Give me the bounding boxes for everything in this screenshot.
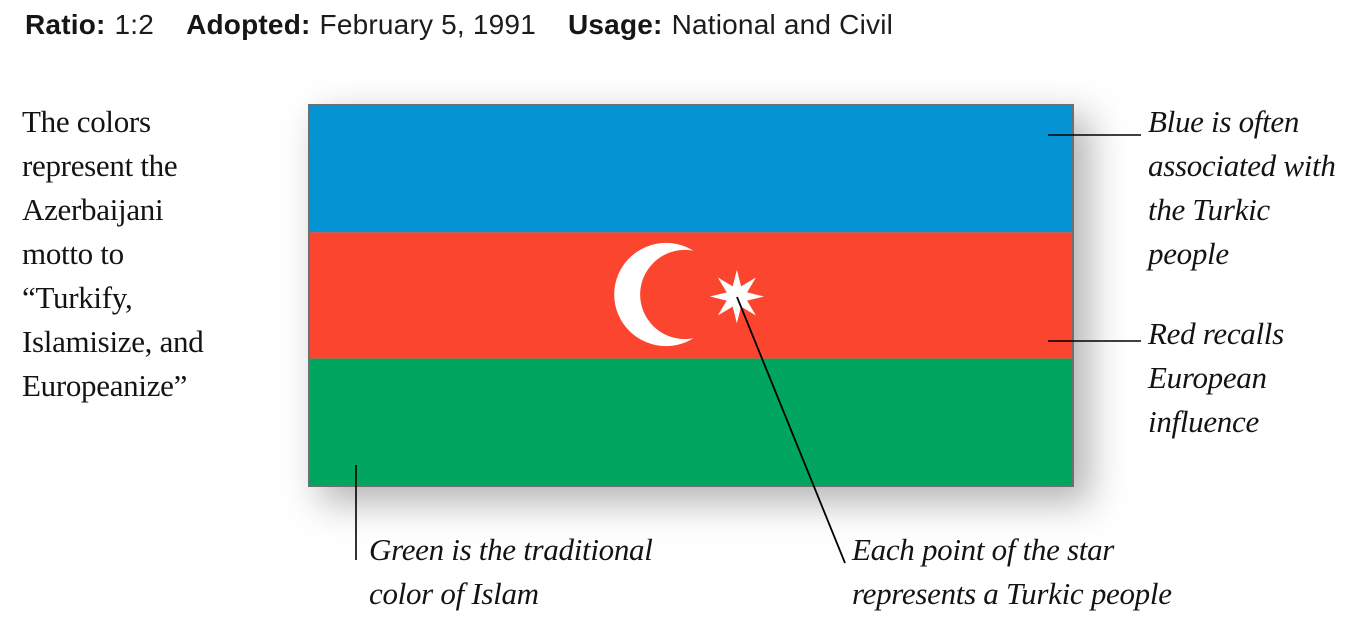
blue-callout-text: Blue is often associated with the Turkic pe…: [1148, 104, 1336, 271]
ratio-value: 1:2: [114, 9, 155, 40]
star-callout-text: Each point of the star represents a Turki…: [852, 532, 1172, 611]
azerbaijan-flag-graphic: [310, 106, 1072, 485]
blue-stripe: [310, 106, 1072, 233]
adopted-value: February 5, 1991: [319, 9, 536, 40]
flag-meaning-note: The colors represent the Azerbaijani motto …: [22, 104, 204, 403]
usage-label: Usage:: [567, 9, 663, 40]
crescent-cutout: [640, 249, 730, 340]
eight-point-star-icon: [709, 269, 764, 324]
ratio-label: Ratio:: [25, 9, 106, 40]
red-callout-text: Red recalls European influence: [1148, 316, 1284, 439]
adopted-label: Adopted:: [186, 9, 311, 40]
green-stripe: [310, 358, 1072, 485]
flag-meta-header: Ratio: 1:2 Adopted: February 5, 1991 Usa…: [25, 5, 925, 45]
usage-value: National and Civil: [671, 9, 894, 40]
green-callout-text: Green is the traditional color of Islam: [369, 532, 653, 611]
azerbaijan-flag: [308, 104, 1074, 487]
